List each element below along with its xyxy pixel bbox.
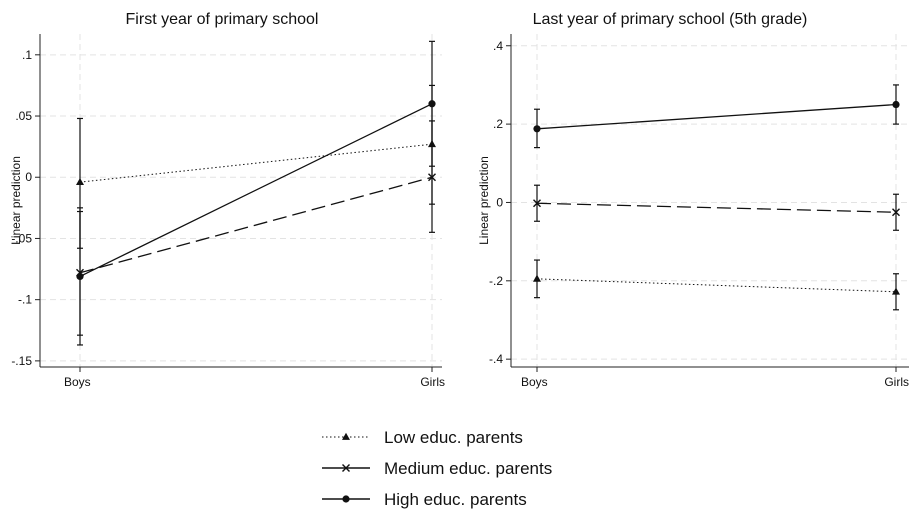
y-tick-label-5: -.15	[11, 354, 32, 368]
series-line	[536, 202, 897, 213]
y-tick-label-3: -.05	[11, 231, 32, 245]
legend: Low educ. parents Medium educ. parents H…	[322, 428, 552, 509]
data-point	[892, 100, 900, 109]
chart-panel-1: .1 .05 0 -.05 -.1 -.15 Boys Girls First year of …	[9, 11, 445, 389]
data-point	[533, 199, 541, 208]
data-point	[892, 287, 900, 295]
data-point	[533, 274, 541, 282]
series-line	[79, 176, 433, 274]
series-high-educ-parents-panel-2	[533, 84, 900, 149]
legend-item-high: High educ. parents	[322, 490, 527, 509]
y-axis-label-1: Linear prediction	[9, 156, 23, 245]
data-point	[892, 208, 900, 217]
series-high-educ-parents-panel-1	[76, 40, 436, 346]
chart-panel-2: .4 .2 0 -.2 -.4 Boys Girls Last year of primary…	[477, 11, 909, 389]
x-tick-label-boys: Boys	[64, 375, 91, 389]
series-medium-educ-parents-panel-2	[533, 184, 900, 231]
y-tick-label-0: .1	[22, 48, 32, 62]
data-point	[76, 177, 84, 186]
x-tick-label-boys: Boys	[521, 375, 548, 389]
legend-label-high: High educ. parents	[384, 490, 527, 509]
y-tick-label-4: -.1	[18, 293, 32, 307]
y-axis-label-2: Linear prediction	[477, 156, 491, 245]
data-point	[428, 173, 436, 182]
series-line	[79, 103, 433, 277]
series-low-educ-parents-panel-1	[76, 84, 436, 249]
legend-item-low: Low educ. parents	[322, 428, 523, 447]
y-tick-label-1: .05	[15, 109, 32, 123]
series-medium-educ-parents-panel-1	[76, 120, 436, 336]
legend-label-medium: Medium educ. parents	[384, 459, 552, 478]
legend-label-low: Low educ. parents	[384, 428, 523, 447]
legend-item-medium: Medium educ. parents	[322, 459, 552, 478]
y-tick-label-3: -.2	[489, 274, 503, 288]
y-tick-label-1: .2	[493, 117, 503, 131]
chart-title-2: Last year of primary school (5th grade)	[533, 11, 808, 28]
y-tick-label-0: .4	[493, 39, 503, 53]
data-point	[428, 100, 436, 108]
x-tick-label-girls: Girls	[420, 375, 445, 389]
y-tick-label-2: 0	[496, 195, 503, 209]
series-low-educ-parents-panel-2	[533, 259, 900, 311]
legend-marker-0	[342, 432, 350, 440]
chart-title-1: First year of primary school	[126, 11, 319, 28]
legend-marker-1	[342, 464, 350, 472]
y-tick-label-2: 0	[25, 170, 32, 184]
data-point	[533, 125, 541, 133]
y-tick-label-4: -.4	[489, 352, 503, 366]
data-point	[76, 272, 84, 281]
series-line	[536, 103, 897, 130]
legend-marker-2	[342, 495, 350, 503]
x-tick-label-girls: Girls	[884, 375, 909, 389]
series-line	[79, 143, 433, 183]
